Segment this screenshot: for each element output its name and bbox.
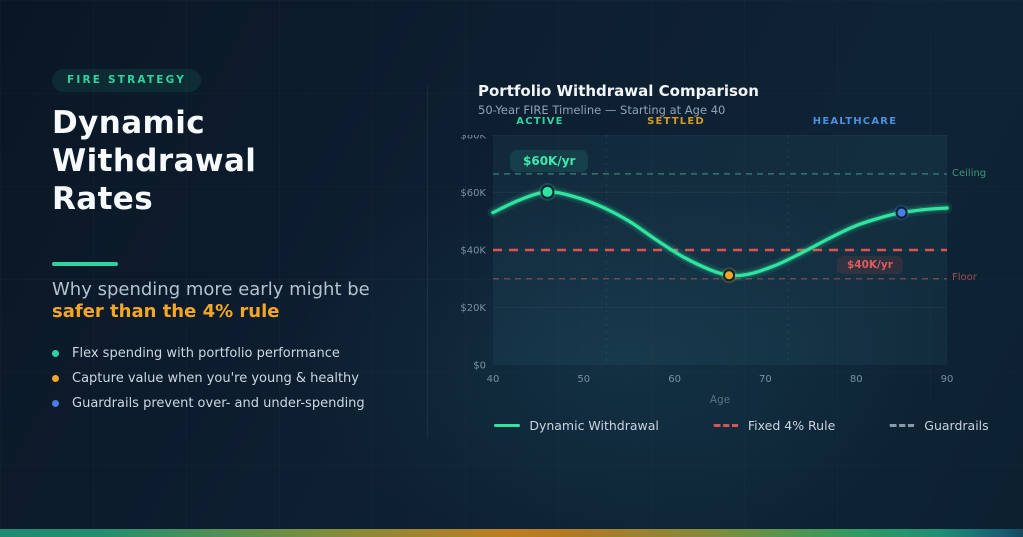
title-line-2: Withdrawal xyxy=(52,143,257,179)
tagline: Why spending more early might be safer t… xyxy=(52,279,370,322)
bullet-list: Flex spending with portfolio performance… xyxy=(52,341,365,416)
bullet-dot-icon xyxy=(52,375,59,382)
legend-item: Fixed 4% Rule xyxy=(712,418,836,433)
strategy-badge: FIRE STRATEGY xyxy=(52,69,202,92)
peak-withdrawal-chip: $60K/yr xyxy=(510,150,589,172)
bullet-dot-icon xyxy=(52,350,59,357)
floor-label: Floor xyxy=(952,272,977,283)
panel-divider xyxy=(427,85,428,437)
y-tick-label: $20K xyxy=(460,303,486,314)
phase-label-active: ACTIVE xyxy=(516,116,564,127)
ceiling-label: Ceiling xyxy=(952,168,987,179)
withdrawal-chart: $0 $20K $40K $60K $80K 40 50 60 70 80 90 Age xyxy=(460,135,954,406)
legend-label: Guardrails xyxy=(924,418,989,433)
list-item: Capture value when you're young & health… xyxy=(52,366,365,391)
dashed-line-icon xyxy=(889,424,916,427)
bullet-dot-icon xyxy=(52,400,59,407)
phase-labels: ACTIVE SETTLED HEALTHCARE xyxy=(460,116,1023,129)
x-tick-label: 70 xyxy=(759,374,772,385)
y-tick-label: $80K xyxy=(460,135,486,142)
phase-label-settled: SETTLED xyxy=(647,116,705,127)
list-item: Flex spending with portfolio performance xyxy=(52,341,365,366)
tagline-highlight: safer than the 4% rule xyxy=(52,301,280,322)
page-title: Dynamic Withdrawal Rates xyxy=(52,104,256,218)
accent-divider xyxy=(52,262,118,266)
x-axis-label: Age xyxy=(710,394,730,406)
bullet-text: Capture value when you're young & health… xyxy=(72,371,359,386)
chart-title: Portfolio Withdrawal Comparison xyxy=(478,82,759,100)
bullet-text: Guardrails prevent over- and under-spend… xyxy=(72,396,365,411)
legend-label: Dynamic Withdrawal xyxy=(529,418,659,433)
bullet-text: Flex spending with portfolio performance xyxy=(72,346,340,361)
data-point-marker xyxy=(540,184,555,199)
tagline-normal: Why spending more early might be xyxy=(52,279,370,300)
dashed-line-icon xyxy=(712,424,739,427)
title-line-3: Rates xyxy=(52,181,154,217)
y-tick-label: $60K xyxy=(460,188,486,199)
title-line-1: Dynamic xyxy=(52,105,206,141)
y-tick-label: $0 xyxy=(473,361,486,372)
list-item: Guardrails prevent over- and under-spend… xyxy=(52,391,365,416)
legend-label: Fixed 4% Rule xyxy=(747,418,836,433)
x-tick-label: 40 xyxy=(487,374,500,385)
x-tick-label: 90 xyxy=(941,374,954,385)
legend-item: Dynamic Withdrawal xyxy=(494,418,659,433)
bottom-gradient-bar xyxy=(0,529,1023,537)
background-glow xyxy=(170,80,1023,537)
x-tick-label: 60 xyxy=(668,374,681,385)
phase-label-healthcare: HEALTHCARE xyxy=(812,116,898,127)
x-tick-label: 50 xyxy=(577,374,590,385)
chart-legend: Dynamic Withdrawal Fixed 4% Rule Guardrail… xyxy=(460,418,1023,433)
legend-item: Guardrails xyxy=(889,418,989,433)
data-point-marker xyxy=(895,206,908,219)
fixed-rule-chip: $40K/yr xyxy=(837,256,903,274)
chart-panel: Portfolio Withdrawal Comparison 50-Year … xyxy=(460,80,1023,500)
chart-subtitle: 50-Year FIRE Timeline — Starting at Age … xyxy=(478,103,726,117)
solid-line-icon xyxy=(494,424,521,427)
y-tick-label: $40K xyxy=(460,246,486,257)
x-tick-label: 80 xyxy=(850,374,863,385)
data-point-marker xyxy=(723,269,736,282)
